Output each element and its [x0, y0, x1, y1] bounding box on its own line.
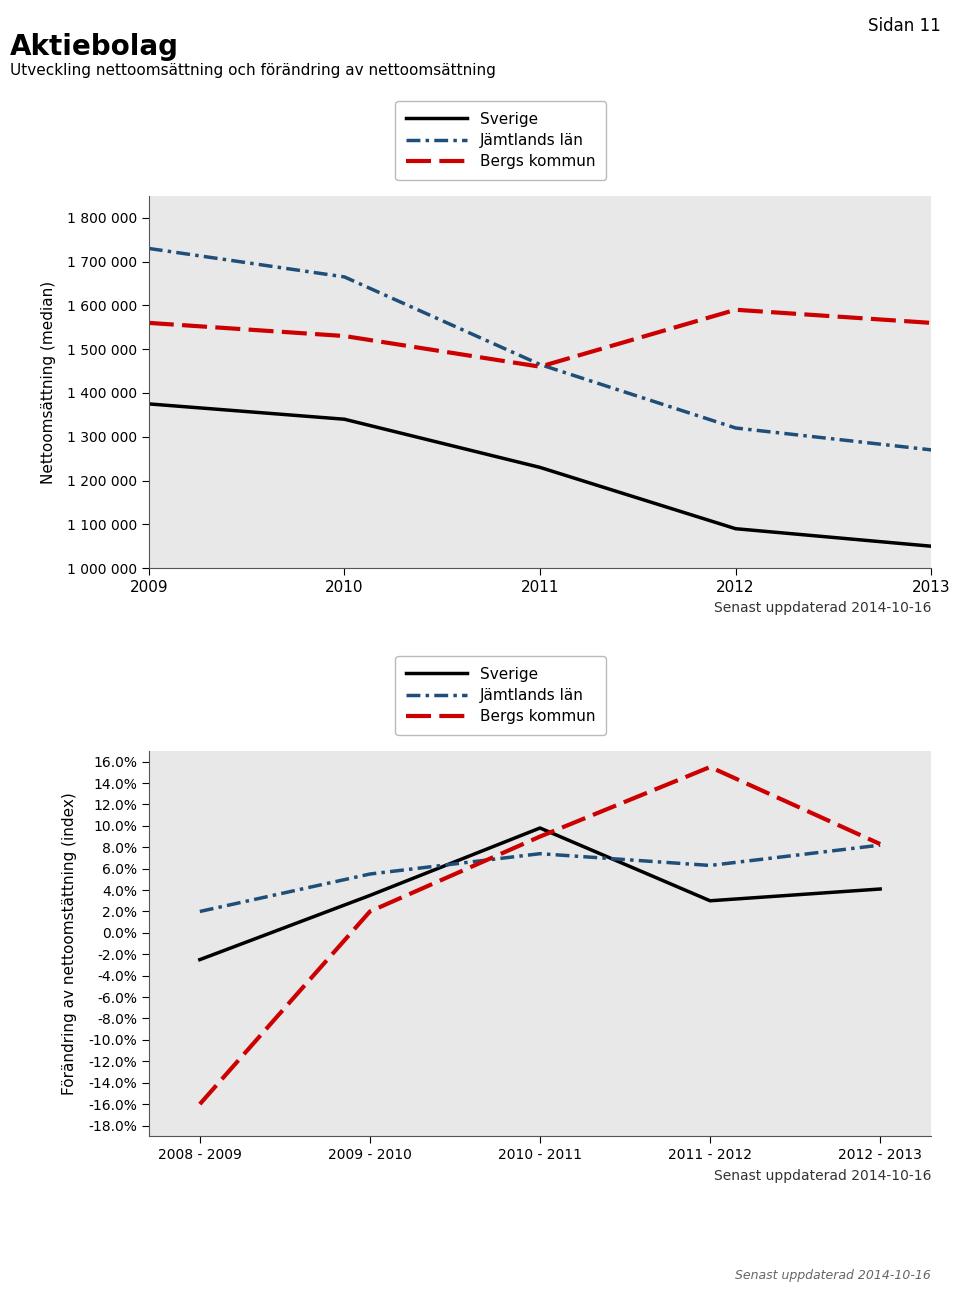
Legend: Sverige, Jämtlands län, Bergs kommun: Sverige, Jämtlands län, Bergs kommun — [396, 101, 606, 180]
Text: Aktiebolag: Aktiebolag — [10, 33, 179, 60]
Text: Utveckling nettoomsättning och förändring av nettoomsättning: Utveckling nettoomsättning och förändrin… — [10, 63, 495, 77]
Legend: Sverige, Jämtlands län, Bergs kommun: Sverige, Jämtlands län, Bergs kommun — [396, 656, 606, 735]
Text: Senast uppdaterad 2014-10-16: Senast uppdaterad 2014-10-16 — [713, 601, 931, 615]
Text: Senast uppdaterad 2014-10-16: Senast uppdaterad 2014-10-16 — [713, 1169, 931, 1183]
Y-axis label: Nettoomsättning (median): Nettoomsättning (median) — [40, 281, 56, 483]
Y-axis label: Förändring av nettoomstättning (index): Förändring av nettoomstättning (index) — [62, 793, 77, 1094]
Text: Senast uppdaterad 2014-10-16: Senast uppdaterad 2014-10-16 — [735, 1269, 931, 1282]
Text: Sidan 11: Sidan 11 — [868, 17, 941, 35]
